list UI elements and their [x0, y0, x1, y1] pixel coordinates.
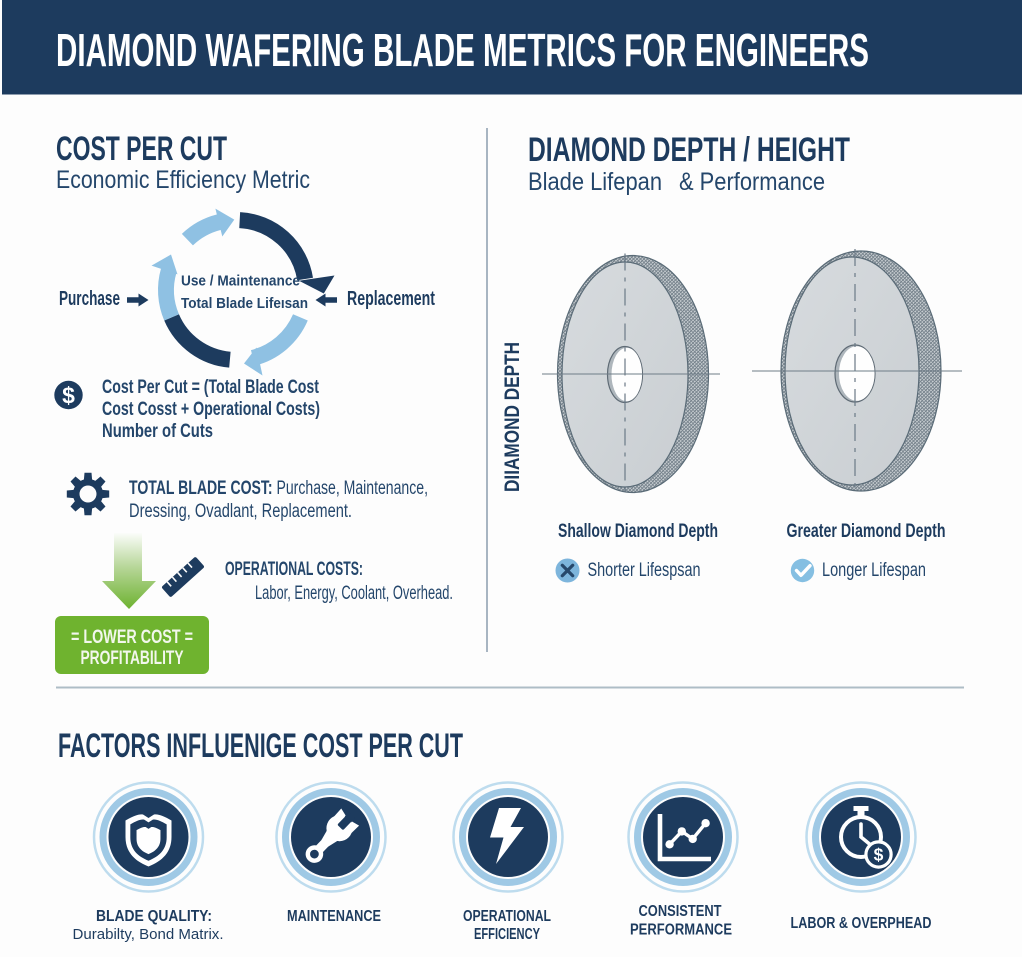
- svg-text:Labor, Energy, Coolant, Overhe: Labor, Energy, Coolant, Overhead.: [255, 583, 453, 604]
- svg-text:& Performance: & Performance: [679, 168, 825, 196]
- svg-text:OPERATIONAL: OPERATIONAL: [463, 908, 551, 925]
- svg-text:DIAMOND DEPTH / HEIGHT: DIAMOND DEPTH / HEIGHT: [528, 131, 850, 169]
- svg-text:Cost Per Cut = (Total Blade Co: Cost Per Cut = (Total Blade Cost: [102, 377, 319, 398]
- svg-text:DIIAMOND DEPTH: DIIAMOND DEPTH: [501, 342, 524, 492]
- svg-text:$: $: [62, 383, 75, 409]
- svg-text:LABOR & OVERPHEAD: LABOR & OVERPHEAD: [791, 915, 932, 932]
- svg-text:PROFITABILITY: PROFITABILITY: [81, 648, 184, 669]
- svg-text:Economic Efficiency Metric: Economic Efficiency Metric: [56, 166, 310, 194]
- svg-text:EFFICIENCY: EFFICIENCY: [474, 926, 540, 943]
- svg-text:$: $: [874, 845, 884, 865]
- svg-text:= LOWER COST =: = LOWER COST =: [71, 627, 193, 648]
- svg-text:TOTAL BLADE COST: Purchase, Ma: TOTAL BLADE COST: Purchase, Maintenance,: [129, 478, 428, 499]
- svg-text:MAINTENANCE: MAINTENANCE: [287, 908, 381, 925]
- svg-text:CONSISTENT: CONSISTENT: [639, 903, 722, 920]
- svg-text:Purchase: Purchase: [59, 288, 120, 310]
- svg-text:Number of Cuts: Number of Cuts: [102, 421, 213, 442]
- svg-text:Use / Maintenance: Use / Maintenance: [181, 273, 300, 290]
- svg-text:Longer Lifespan: Longer Lifespan: [822, 560, 926, 581]
- svg-text:Replacement: Replacement: [347, 288, 435, 310]
- svg-text:Shallow Diamond Depth: Shallow Diamond Depth: [558, 521, 718, 542]
- svg-text:FACTORS INFLUENIGE COST PER CU: FACTORS INFLUENIGE COST PER CUT: [58, 727, 463, 765]
- svg-text:Total Blade Lifeısan: Total Blade Lifeısan: [181, 295, 308, 312]
- svg-text:PERFORMANCE: PERFORMANCE: [630, 922, 732, 939]
- svg-text:Blade Lifepan: Blade Lifepan: [528, 168, 662, 196]
- svg-text:Durabilty, Bond Matrix.: Durabilty, Bond Matrix.: [73, 926, 224, 943]
- svg-text:Dressing, Ovadlant, Replacemen: Dressing, Ovadlant, Replacement.: [129, 501, 352, 522]
- svg-text:DIAMOND WAFERING BLADE METRICS: DIAMOND WAFERING BLADE METRICS FOR ENGIN…: [56, 24, 869, 76]
- svg-text:Greater Diamond Depth: Greater Diamond Depth: [787, 521, 946, 542]
- svg-text:Cost Cosst + Operational Costs: Cost Cosst + Operational Costs): [102, 399, 320, 420]
- svg-text:BLADE QUALITY:: BLADE QUALITY:: [96, 908, 212, 925]
- svg-text:OPERATIONAL COSTS:: OPERATIONAL COSTS:: [225, 559, 363, 580]
- svg-text:COST PER CUT: COST PER CUT: [56, 130, 227, 168]
- svg-text:Shorter Lifespsan: Shorter Lifespsan: [588, 560, 701, 581]
